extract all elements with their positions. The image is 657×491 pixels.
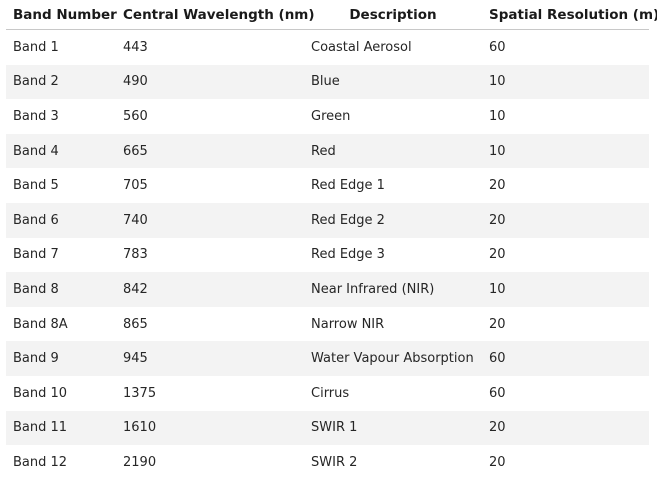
cell-central-wavelength: 665 [116, 133, 304, 169]
cell-central-wavelength: 1610 [116, 410, 304, 446]
cell-description: Red [304, 133, 482, 169]
cell-description: SWIR 2 [311, 454, 358, 470]
cell-spatial-resolution: 60 [489, 39, 506, 55]
table-row: Band 6 740 Red Edge 2 20 [6, 202, 649, 238]
table-header: Band Number Central Wavelength (nm) Desc… [6, 0, 657, 30]
cell-description: Coastal Aerosol [311, 39, 412, 55]
cell-central-wavelength: 945 [116, 341, 304, 376]
table-row: Band 8 842 Near Infrared (NIR) 10 [6, 272, 649, 307]
cell-description: Cirrus [311, 385, 350, 401]
table-row: Band 10 1375 Cirrus 60 [6, 376, 649, 411]
table-row: Band 7 783 Red Edge 3 20 [6, 238, 649, 273]
cell-description: Narrow NIR [311, 316, 385, 332]
cell-band-number: Band 6 [6, 202, 116, 238]
cell-central-wavelength: 842 [116, 272, 304, 307]
cell-band-number: Band 8 [6, 272, 116, 307]
cell-spatial-resolution: 20 [489, 316, 506, 332]
cell-band-number: Band 5 [13, 178, 59, 194]
table-row: Band 8A 865 Narrow NIR 20 [6, 307, 649, 342]
cell-spatial-resolution: 20 [482, 202, 649, 238]
cell-spatial-resolution: 10 [482, 272, 649, 307]
cell-description: SWIR 1 [304, 410, 482, 446]
table-row: Band 5 705 Red Edge 1 20 [6, 168, 649, 203]
cell-description: Red Edge 3 [311, 247, 385, 263]
cell-description: Water Vapour Absorption [304, 341, 482, 376]
header-description: Description [304, 0, 482, 30]
header-row: Band Number Central Wavelength (nm) Desc… [6, 0, 657, 30]
cell-description: Near Infrared (NIR) [304, 272, 482, 307]
cell-spatial-resolution: 20 [489, 454, 506, 470]
cell-band-number: Band 4 [6, 133, 116, 169]
cell-band-number: Band 7 [13, 247, 59, 263]
cell-band-number: Band 2 [6, 64, 116, 100]
cell-spatial-resolution: 20 [482, 410, 649, 446]
header-band-number: Band Number [6, 0, 117, 30]
cell-spatial-resolution: 20 [489, 247, 506, 263]
cell-band-number: Band 9 [6, 341, 116, 376]
cell-central-wavelength: 705 [123, 178, 148, 194]
table-row: Band 12 2190 SWIR 2 20 [6, 445, 649, 480]
bands-table: Band Number Central Wavelength (nm) Desc… [6, 0, 657, 480]
cell-description: Red Edge 1 [311, 178, 385, 194]
cell-description: Blue [304, 64, 482, 100]
cell-spatial-resolution: 60 [482, 341, 649, 376]
table-row: Band 3 560 Green 10 [6, 99, 649, 134]
table-row: Band 4 665 Red 10 [6, 133, 649, 169]
cell-spatial-resolution: 60 [489, 385, 506, 401]
cell-band-number: Band 10 [13, 385, 68, 401]
cell-central-wavelength: 783 [123, 247, 148, 263]
cell-central-wavelength: 490 [116, 64, 304, 100]
cell-spatial-resolution: 10 [482, 64, 649, 100]
table-row: Band 11 1610 SWIR 1 20 [6, 410, 649, 446]
cell-central-wavelength: 560 [123, 108, 148, 124]
table-row: Band 2 490 Blue 10 [6, 64, 649, 100]
table-body: Band 1 443 Coastal Aerosol 60 Band 2 490 Blue 1… [6, 30, 649, 480]
cell-description: Red Edge 2 [304, 202, 482, 238]
cell-band-number: Band 1 [13, 39, 59, 55]
cell-spatial-resolution: 10 [489, 108, 506, 124]
cell-central-wavelength: 443 [123, 39, 148, 55]
table-row: Band 9 945 Water Vapour Absorption 60 [6, 341, 649, 376]
cell-central-wavelength: 865 [123, 316, 148, 332]
cell-spatial-resolution: 10 [482, 133, 649, 169]
header-spatial-resolution: Spatial Resolution (m) [482, 0, 657, 30]
cell-band-number: Band 3 [13, 108, 59, 124]
cell-central-wavelength: 1375 [123, 385, 157, 401]
cell-central-wavelength: 740 [116, 202, 304, 238]
cell-band-number: Band 12 [13, 454, 68, 470]
cell-spatial-resolution: 20 [489, 178, 506, 194]
cell-band-number: Band 11 [6, 410, 116, 446]
table-row: Band 1 443 Coastal Aerosol 60 [6, 30, 649, 65]
cell-band-number: Band 8A [13, 316, 68, 332]
cell-description: Green [311, 108, 351, 124]
header-central-wavelength: Central Wavelength (nm) [116, 0, 315, 30]
cell-central-wavelength: 2190 [123, 454, 157, 470]
